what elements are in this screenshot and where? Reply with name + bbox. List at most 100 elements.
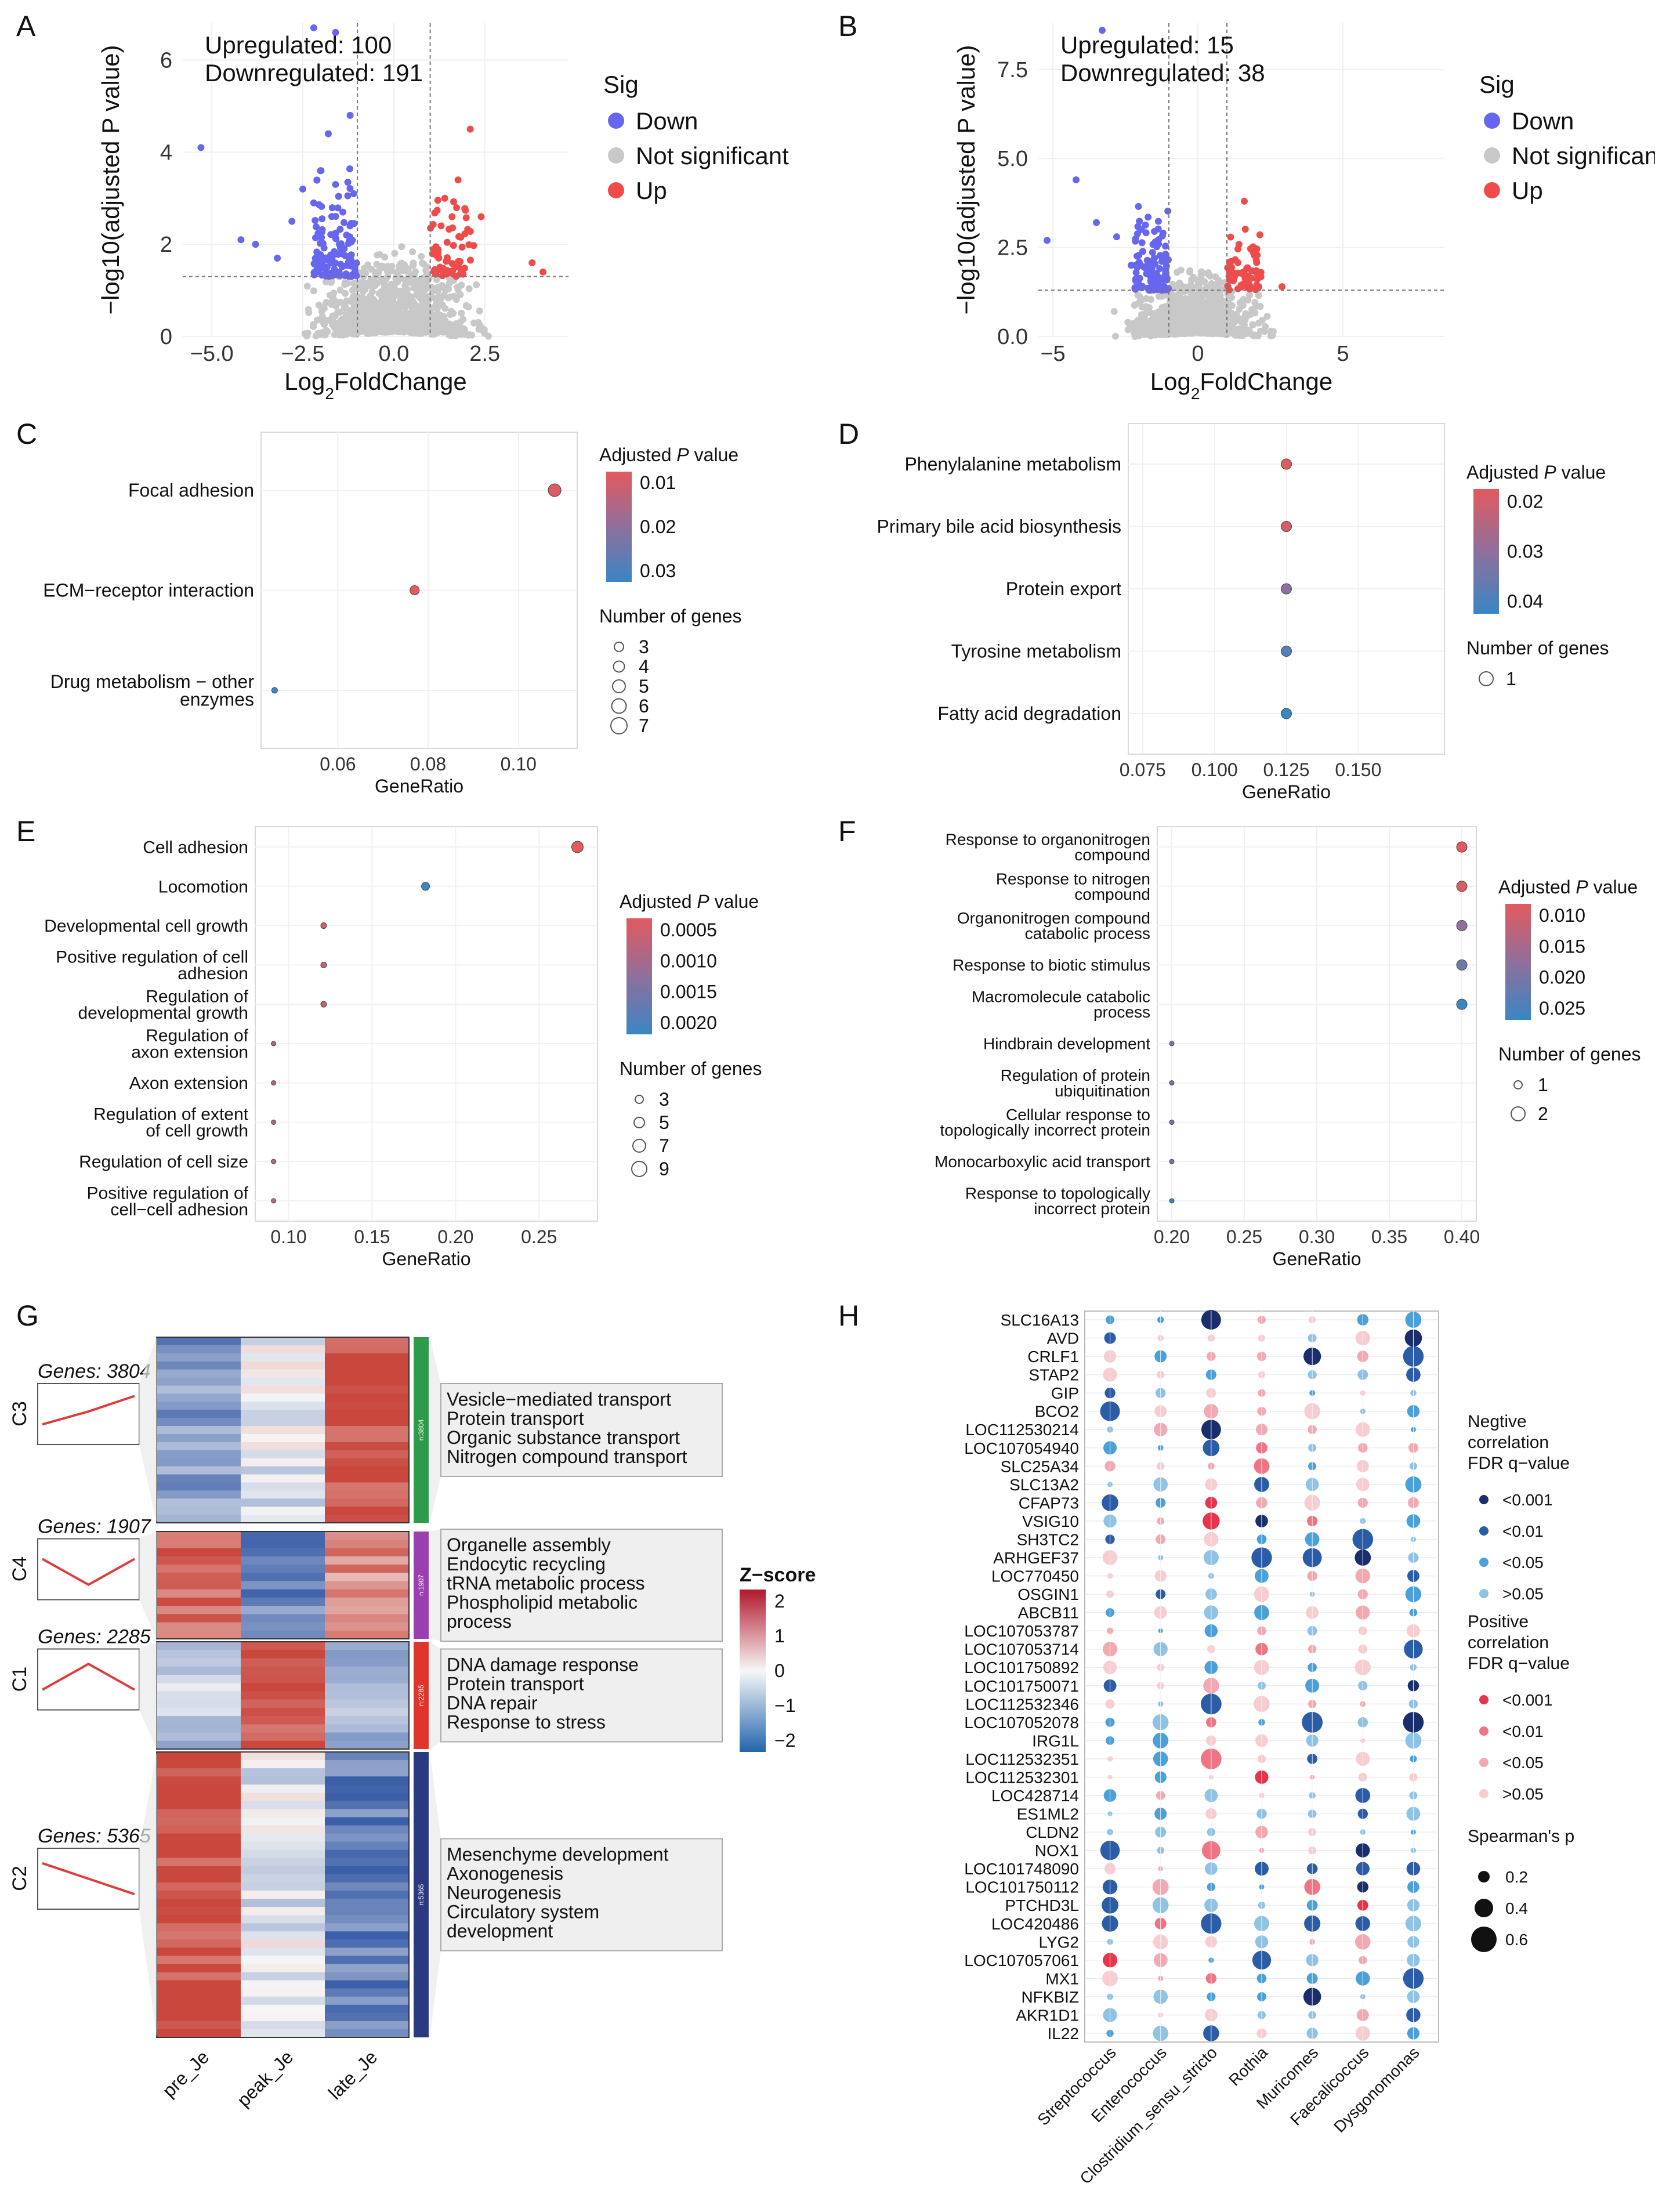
legend-title: Adjusted P value (620, 891, 759, 912)
down-point (316, 251, 323, 258)
heatmap-cell (157, 1377, 241, 1386)
enrichment-dot (271, 1080, 277, 1086)
trend-line (42, 1558, 135, 1586)
down-point (313, 176, 321, 184)
heatmap-cell (241, 2021, 325, 2030)
up-point (462, 207, 469, 214)
ns-point (359, 288, 367, 295)
heatmap-cell (157, 1841, 241, 1851)
ns-point (1180, 284, 1188, 291)
color-bar-tick: 0.0015 (660, 982, 717, 1002)
enrichment-dot (1169, 1041, 1175, 1047)
up-point (453, 204, 461, 211)
ns-point (1198, 327, 1205, 335)
ns-point (371, 278, 379, 286)
go-term: Organic substance transport (447, 1427, 680, 1448)
up-point (465, 241, 473, 248)
ns-point (1211, 291, 1219, 299)
heatmap-cell (157, 1784, 241, 1793)
heatmap-cell (241, 1833, 325, 1842)
down-point (1151, 227, 1158, 235)
legend-title: Negtive (1468, 1412, 1527, 1431)
go-term: Protein transport (447, 1674, 584, 1695)
term-label: Regulation of extent (93, 1105, 249, 1124)
enrichment-dot (548, 483, 562, 497)
ns-point (419, 291, 427, 298)
ns-point (401, 282, 408, 289)
ns-point (440, 313, 447, 320)
term-label: Protein export (1006, 578, 1121, 599)
ns-point (344, 279, 352, 287)
down-point (342, 270, 350, 278)
ns-point (393, 302, 401, 309)
heatmap-cell (241, 1740, 325, 1750)
legend-title: correlation (1468, 1433, 1549, 1452)
heatmap-cell (157, 1724, 241, 1733)
ns-point (1197, 292, 1205, 300)
term-label: Focal adhesion (128, 480, 254, 501)
term-label: Primary bile acid biosynthesis (877, 516, 1122, 537)
down-point (1138, 239, 1146, 247)
enrichment-dot (571, 841, 584, 853)
heatmap-cell (157, 1418, 241, 1427)
ns-point (391, 307, 399, 314)
down-point (344, 192, 352, 200)
heatmap-cell (325, 1740, 410, 1750)
up-point (430, 267, 437, 275)
heatmap-cell (241, 1915, 325, 1924)
heatmap-cell (157, 1658, 241, 1667)
term-label: topologically incorrect protein (940, 1121, 1150, 1139)
term-label: developmental growth (78, 1004, 248, 1023)
legend-title: Adjusted P value (1498, 877, 1638, 897)
down-point (336, 271, 343, 279)
heatmap-cell (325, 1882, 410, 1891)
legend-title: Positive (1468, 1612, 1529, 1631)
cluster-badge: n:3804 (417, 1419, 425, 1440)
heatmap-cell (157, 1369, 241, 1378)
term-label: Drug metabolism − other (50, 671, 255, 692)
gene-label: PTCHD3L (1005, 1896, 1079, 1914)
term-label: Organonitrogen compound (957, 909, 1150, 927)
panel-letter: A (16, 10, 36, 42)
enrichment-dot (1281, 458, 1292, 470)
term-label: ECM−receptor interaction (43, 580, 254, 601)
heatmap-cell (241, 1482, 325, 1491)
cluster-color-bar (414, 1532, 429, 1639)
gene-label: SLC13A2 (1009, 1476, 1079, 1494)
heatmap-cell (241, 1540, 325, 1548)
gene-label: AKR1D1 (1016, 2006, 1079, 2024)
ns-point (341, 304, 348, 312)
gene-label: LOC107054940 (964, 1439, 1079, 1457)
heatmap-cell (157, 1939, 241, 1948)
zscore-tick: 1 (774, 1625, 785, 1646)
heatmap-cell (325, 1361, 410, 1370)
ns-point (383, 292, 391, 300)
heatmap-cell (157, 1630, 241, 1639)
heatmap-cell (157, 1947, 241, 1956)
ns-point (383, 263, 391, 270)
enrichment-dot (1169, 1198, 1175, 1204)
x-tick-label: 0.125 (1263, 759, 1309, 780)
heatmap-cell (241, 1377, 325, 1386)
go-term: Organelle assembly (447, 1534, 611, 1555)
ns-point (367, 301, 375, 309)
down-point (318, 215, 326, 223)
term-label: Cellular response to (1006, 1106, 1150, 1124)
heatmap-cell (325, 1490, 410, 1499)
up-point (1234, 259, 1241, 266)
down-point (1156, 265, 1164, 272)
ns-point (400, 320, 408, 327)
legend-title: FDR q−value (1468, 1454, 1570, 1473)
ns-point (305, 309, 313, 316)
up-point (457, 270, 464, 278)
term-label: Regulation of protein (1001, 1066, 1150, 1084)
size-legend-label: 2 (1538, 1103, 1548, 1124)
connector (430, 1337, 441, 1523)
down-point (328, 204, 336, 212)
x-tick-label: 0.06 (320, 754, 356, 774)
heatmap-cell (325, 1337, 410, 1346)
down-point (310, 199, 317, 207)
down-point (1162, 242, 1169, 250)
legend-swatch (608, 113, 624, 129)
heatmap-cell (241, 1988, 325, 1997)
